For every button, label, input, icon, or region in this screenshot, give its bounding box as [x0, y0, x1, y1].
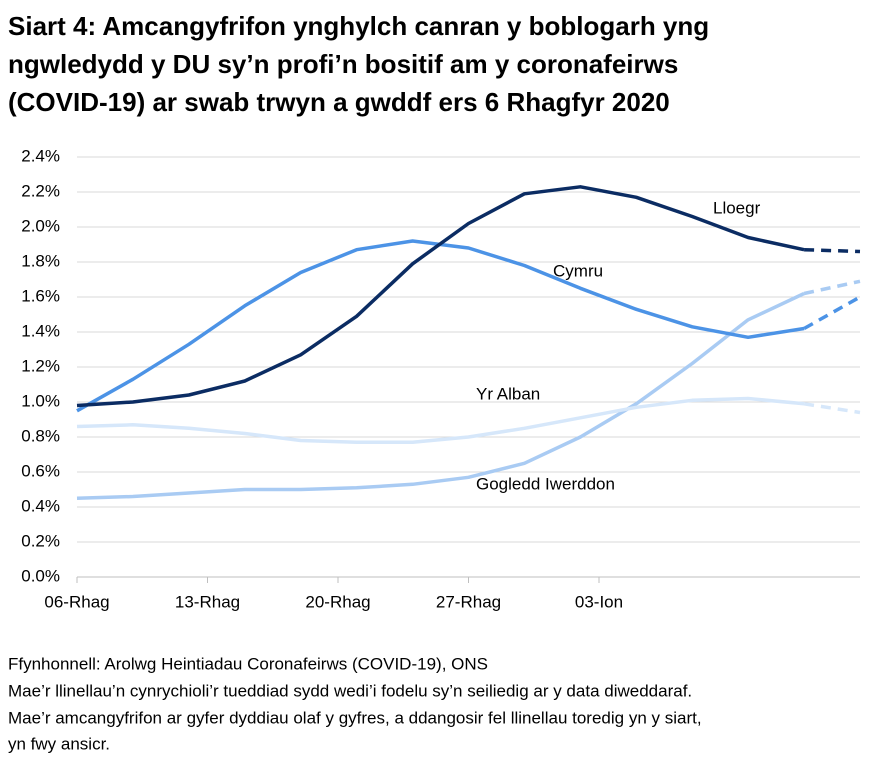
- line-estimate: [803, 279, 861, 296]
- series-label: Cymru: [553, 261, 603, 280]
- line-estimate: [803, 402, 861, 415]
- chart-title: (COVID-19) ar swab trwyn a gwddf ers 6 R…: [8, 87, 670, 117]
- y-tick-label: 1.2%: [21, 356, 60, 375]
- x-tick-label: 20-Rhag: [305, 592, 370, 611]
- y-tick-label: 1.0%: [21, 391, 60, 410]
- x-tick-label: 06-Rhag: [44, 592, 109, 611]
- line: [76, 185, 805, 408]
- y-tick-label: 0.2%: [21, 531, 60, 550]
- chart-title: Siart 4: Amcangyfrifon ynghylch canran y…: [8, 11, 709, 41]
- series-label: Yr Alban: [476, 384, 540, 403]
- x-tick-label: 13-Rhag: [175, 592, 240, 611]
- x-tick-label: 03-Ion: [575, 592, 623, 611]
- series-label: Gogledd Iwerddon: [476, 474, 615, 493]
- y-tick-label: 0.0%: [21, 566, 60, 585]
- line: [76, 239, 805, 413]
- chart-title: ngwledydd y DU sy’n profi’n bositif am y…: [8, 49, 678, 79]
- note: Mae’r llinellau’n cynrychioli’r tueddiad…: [8, 681, 692, 700]
- line: [76, 291, 805, 501]
- line: [76, 396, 805, 445]
- source-note: Ffynhonnell: Arolwg Heintiadau Coronafei…: [8, 654, 488, 673]
- y-tick-label: 0.4%: [21, 496, 60, 515]
- y-tick-label: 1.6%: [21, 286, 60, 305]
- y-tick-label: 1.4%: [21, 321, 60, 340]
- y-tick-label: 0.8%: [21, 426, 60, 445]
- x-tick-label: 27-Rhag: [436, 592, 501, 611]
- note: Mae’r amcangyfrifon ar gyfer dyddiau ola…: [8, 708, 702, 727]
- series-label: Lloegr: [713, 198, 761, 217]
- line-estimate: [804, 247, 861, 254]
- note: yn fwy ansicr.: [8, 734, 110, 753]
- y-tick-label: 2.2%: [21, 181, 60, 200]
- y-tick-label: 1.8%: [21, 251, 60, 270]
- y-tick-label: 2.4%: [21, 146, 60, 165]
- y-tick-label: 2.0%: [21, 216, 60, 235]
- line-estimate: [803, 295, 861, 331]
- y-tick-label: 0.6%: [21, 461, 60, 480]
